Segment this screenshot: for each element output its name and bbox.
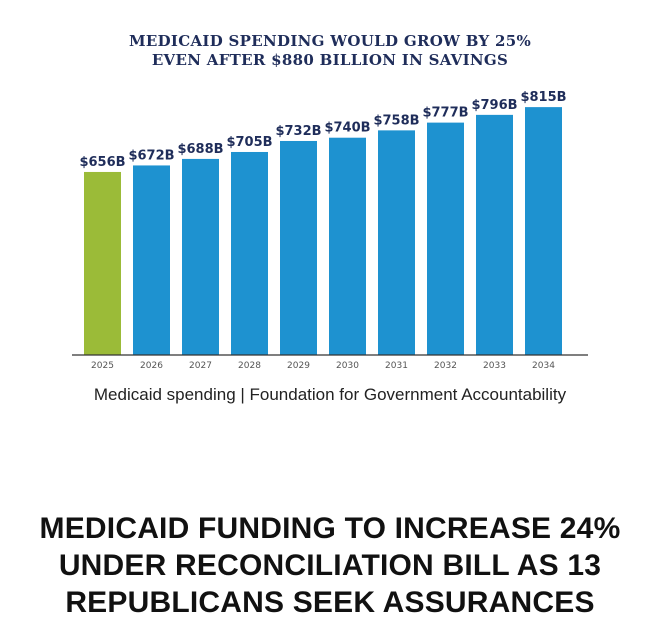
value-label-2031: $758B: [373, 113, 419, 128]
bar-2029: [280, 140, 317, 355]
value-label-2028: $705B: [226, 135, 272, 150]
value-label-2034: $815B: [520, 90, 566, 105]
value-label-2030: $740B: [324, 121, 370, 136]
medicaid-spending-chart: MEDICAID SPENDING WOULD GROW BY 25% EVEN…: [72, 32, 588, 370]
x-tick-2029: 2029: [287, 361, 310, 370]
chart-frame: MEDICAID SPENDING WOULD GROW BY 25% EVEN…: [42, 20, 618, 370]
x-tick-2034: 2034: [532, 361, 555, 370]
x-tick-2032: 2032: [434, 361, 457, 370]
headline-line-2: UNDER RECONCILIATION BILL AS 13: [58, 549, 602, 582]
bars-layer: $656B 2025 $672B 2026 $688B 2027 $705B 2028 $732…: [79, 90, 566, 370]
chart-title-line-1: MEDICAID SPENDING WOULD GROW BY 25%: [129, 32, 531, 50]
value-label-2029: $732B: [275, 124, 321, 139]
value-label-2025: $656B: [79, 155, 125, 170]
image-caption: Medicaid spending | Foundation for Gover…: [93, 385, 567, 404]
x-tick-2028: 2028: [238, 361, 261, 370]
headline-line-3: REPUBLICANS SEEK ASSURANCES: [65, 586, 595, 619]
bar-2033: [476, 114, 513, 355]
bar-2030: [329, 137, 366, 355]
bar-2034: [525, 107, 562, 355]
chart-title-line-2: EVEN AFTER $880 BILLION IN SAVINGS: [152, 51, 508, 69]
x-tick-2025: 2025: [91, 361, 114, 370]
value-label-2027: $688B: [177, 142, 223, 157]
x-tick-2033: 2033: [483, 361, 506, 370]
bar-2026: [133, 165, 170, 355]
bar-2027: [182, 158, 219, 355]
bar-2031: [378, 130, 415, 355]
x-tick-2026: 2026: [140, 361, 163, 370]
value-label-2032: $777B: [422, 106, 468, 121]
value-label-2033: $796B: [471, 98, 517, 113]
x-tick-2027: 2027: [189, 361, 212, 370]
value-label-2026: $672B: [128, 148, 174, 163]
article-headline: MEDICAID FUNDING TO INCREASE 24% UNDER R…: [20, 510, 640, 621]
bar-2032: [427, 122, 464, 355]
bar-2028: [231, 151, 268, 355]
headline-line-1: MEDICAID FUNDING TO INCREASE 24%: [39, 512, 621, 545]
bar-2025: [84, 171, 121, 355]
x-tick-2031: 2031: [385, 361, 408, 370]
x-tick-2030: 2030: [336, 361, 359, 370]
